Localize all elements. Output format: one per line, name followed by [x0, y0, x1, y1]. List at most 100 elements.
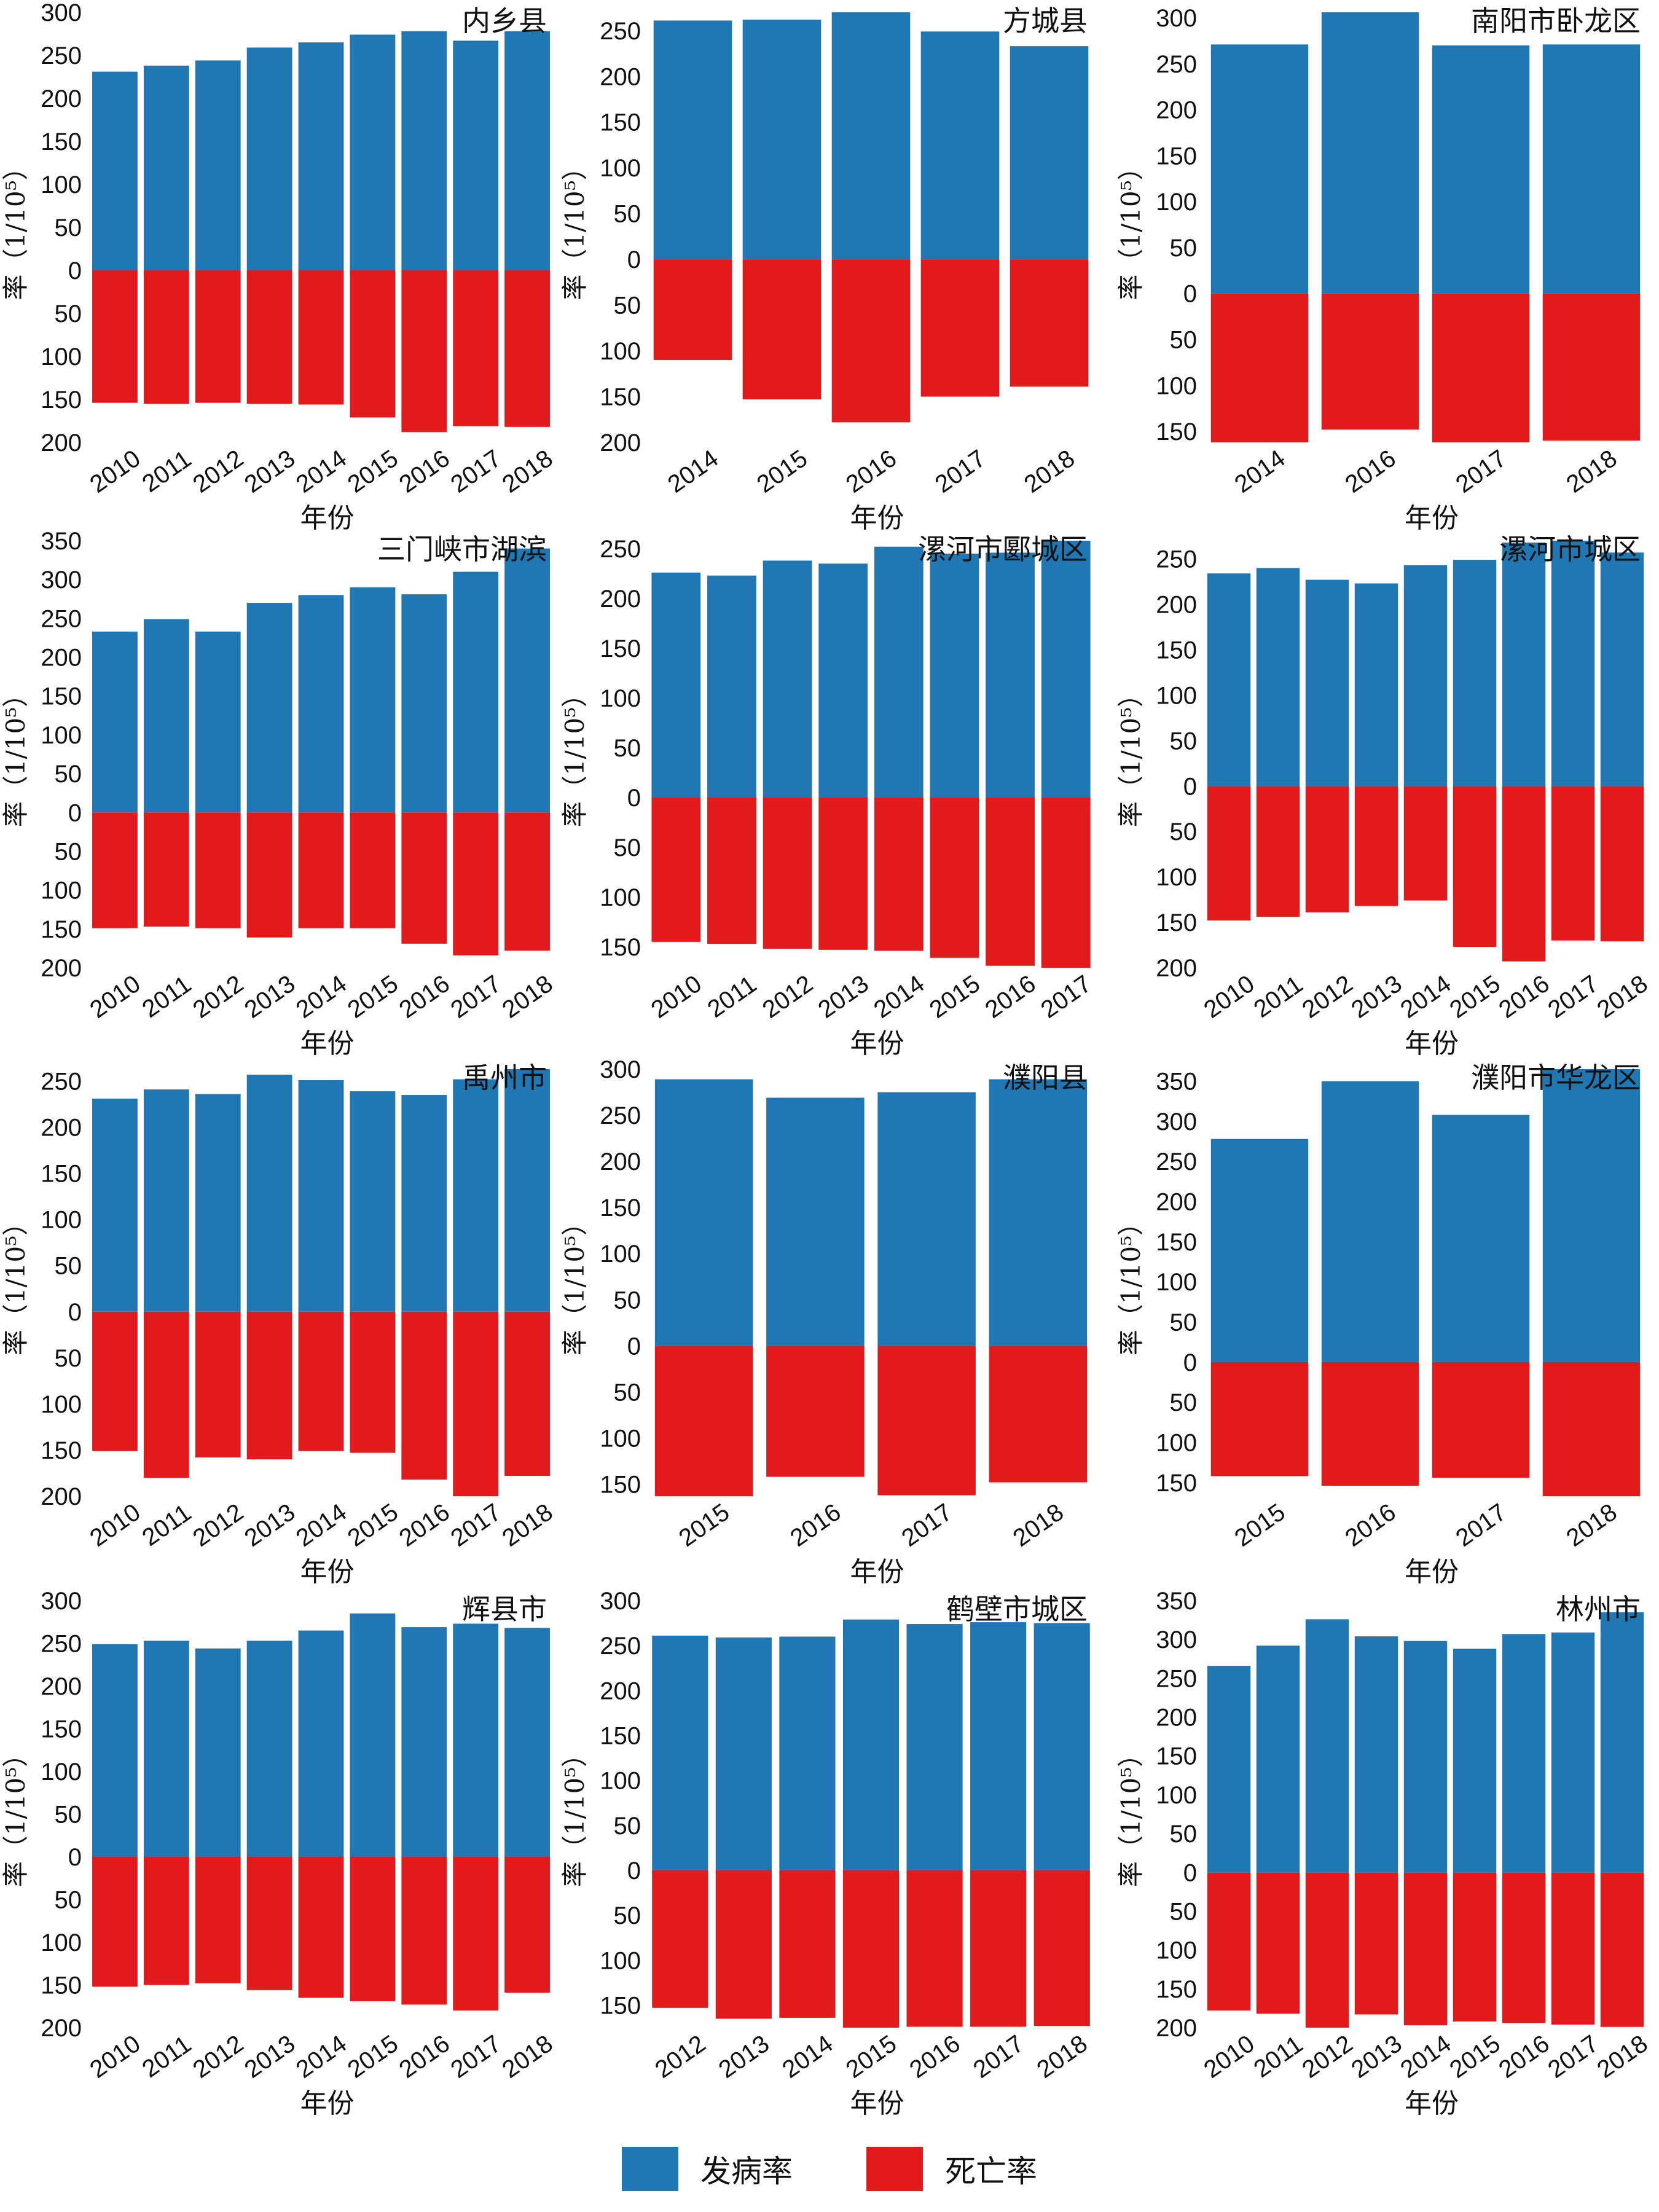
legend-swatch-incidence — [622, 2147, 678, 2191]
y-tick-label: 0 — [1183, 773, 1197, 800]
y-tick-label: 150 — [41, 1972, 82, 1999]
x-tick-label: 2017 — [446, 2030, 506, 2084]
incidence-bar — [906, 1624, 963, 1870]
x-tick-label: 2010 — [85, 2030, 145, 2084]
y-tick-label: 250 — [1156, 1665, 1197, 1692]
x-tick-label: 2013 — [240, 1499, 300, 1552]
y-tick-label: 150 — [1156, 1229, 1197, 1256]
y-tick-label: 150 — [600, 1471, 641, 1498]
incidence-bar — [195, 1648, 241, 1857]
y-tick-label: 250 — [41, 1069, 82, 1096]
mortality-bar — [831, 259, 911, 423]
incidence-bar — [1502, 1634, 1546, 1873]
incidence-bar — [1600, 1612, 1644, 1873]
mortality-bar — [195, 812, 241, 928]
y-tick-label: 150 — [1156, 143, 1197, 170]
mortality-bar — [504, 1311, 550, 1476]
y-tick-label: 100 — [600, 1425, 641, 1452]
x-tick-label: 2018 — [1561, 445, 1622, 498]
x-axis-title: 年份 — [300, 2088, 355, 2119]
x-tick-label: 2015 — [1445, 970, 1505, 1024]
mortality-bar — [143, 270, 189, 404]
incidence-bar — [930, 554, 979, 798]
incidence-bar — [652, 1636, 708, 1870]
mortality-bar — [715, 1870, 772, 2019]
mortality-bar — [92, 1311, 138, 1451]
y-tick-label: 200 — [600, 63, 641, 90]
panel-8: 2015 2016 2017 2018 0 50 100 150 200 250 300 50 100 1… — [560, 1056, 1088, 1588]
incidence-bar — [1041, 541, 1091, 798]
y-tick-label: 50 — [55, 1887, 82, 1914]
y-tick-label: 300 — [1156, 1108, 1197, 1135]
incidence-bar — [831, 12, 911, 260]
incidence-bar — [453, 1079, 499, 1312]
y-tick-label: 200 — [41, 85, 82, 112]
incidence-bar — [763, 560, 812, 798]
x-tick-label: 2015 — [343, 2030, 403, 2084]
y-tick-label: 300 — [600, 1056, 641, 1083]
y-tick-label: 200 — [600, 586, 641, 613]
x-tick-label: 2011 — [138, 1499, 197, 1551]
x-tick-label: 2011 — [138, 971, 197, 1023]
y-tick-label: 150 — [600, 635, 641, 662]
x-axis-title: 年份 — [300, 503, 355, 534]
y-tick-label: 250 — [1156, 1148, 1197, 1175]
mortality-bar — [401, 270, 447, 433]
incidence-bar — [1453, 560, 1497, 786]
y-tick-label: 150 — [600, 384, 641, 411]
mortality-bar — [1600, 786, 1644, 942]
y-tick-label: 200 — [41, 1483, 82, 1510]
mortality-bar — [766, 1346, 865, 1477]
mortality-bar — [1321, 1362, 1419, 1486]
y-tick-label: 50 — [55, 838, 82, 865]
incidence-bar — [1354, 1636, 1398, 1873]
mortality-bar — [298, 812, 344, 928]
mortality-bar — [989, 1346, 1088, 1483]
incidence-bar — [195, 1094, 241, 1312]
incidence-bar — [1305, 579, 1349, 786]
incidence-bar — [246, 1641, 292, 1857]
y-tick-label: 200 — [41, 955, 82, 982]
x-tick-label: 2010 — [646, 970, 707, 1024]
mortality-bar — [1551, 786, 1595, 941]
x-tick-label: 2017 — [1543, 2030, 1603, 2084]
y-tick-label: 0 — [68, 257, 82, 284]
y-tick-label: 200 — [1156, 1189, 1197, 1216]
x-tick-label: 2018 — [498, 2030, 558, 2084]
mortality-bar — [401, 1311, 447, 1480]
mortality-bar — [1432, 1362, 1530, 1478]
mortality-bar — [1542, 1362, 1641, 1496]
y-tick-label: 200 — [600, 429, 641, 457]
mortality-bar — [1305, 786, 1349, 912]
mortality-bar — [92, 1857, 138, 1987]
mortality-bar — [1354, 786, 1398, 906]
x-tick-label: 2015 — [925, 970, 985, 1024]
y-tick-label: 150 — [600, 109, 641, 136]
y-tick-label: 50 — [1170, 818, 1198, 845]
incidence-bar — [401, 594, 447, 813]
incidence-bar — [350, 34, 396, 271]
mortality-bar — [1542, 293, 1641, 441]
y-tick-label: 0 — [627, 246, 641, 273]
incidence-bar — [298, 595, 344, 813]
x-tick-label: 2015 — [343, 1499, 403, 1552]
y-tick-label: 200 — [1156, 1704, 1197, 1732]
incidence-bar — [1210, 44, 1309, 294]
y-tick-label: 350 — [1156, 1069, 1197, 1096]
x-tick-label: 2014 — [291, 1499, 351, 1552]
x-tick-label: 2014 — [1395, 970, 1456, 1024]
mortality-bar — [920, 259, 1000, 397]
y-tick-label: 100 — [41, 1929, 82, 1956]
mortality-bar — [1354, 1872, 1398, 2015]
x-tick-label: 2018 — [1561, 1499, 1622, 1552]
incidence-bar — [195, 60, 241, 271]
x-tick-label: 2013 — [714, 2030, 774, 2084]
mortality-bar — [1207, 1872, 1251, 2011]
incidence-bar — [143, 619, 189, 813]
x-tick-label: 2011 — [138, 2031, 197, 2083]
y-tick-label: 300 — [1156, 5, 1197, 32]
